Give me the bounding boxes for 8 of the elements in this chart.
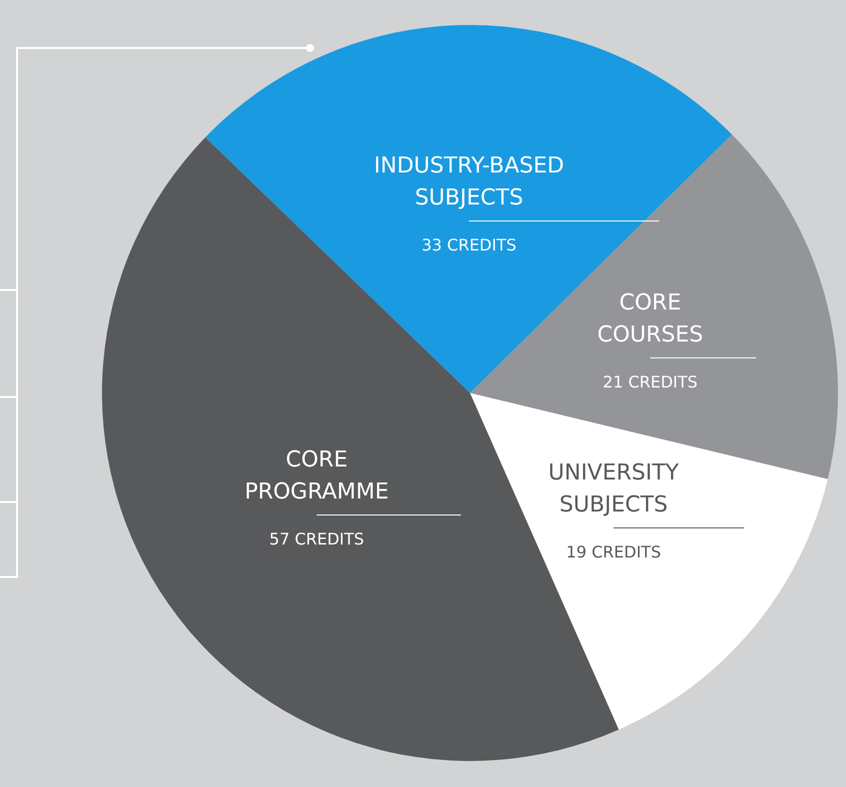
data-label: 21 CREDITS xyxy=(602,372,698,392)
data-label: 33 CREDITS xyxy=(422,236,516,255)
slice-label: UNIVERSITY SUBJECTS xyxy=(548,460,680,518)
slice-label: CORE COURSES xyxy=(597,290,704,348)
data-label: 19 CREDITS xyxy=(566,542,661,562)
data-label: 57 CREDITS xyxy=(269,530,364,549)
slice-label: CORE PROGRAMME xyxy=(244,448,389,505)
slice-label: INDUSTRY-BASED SUBJECTS xyxy=(374,154,564,211)
